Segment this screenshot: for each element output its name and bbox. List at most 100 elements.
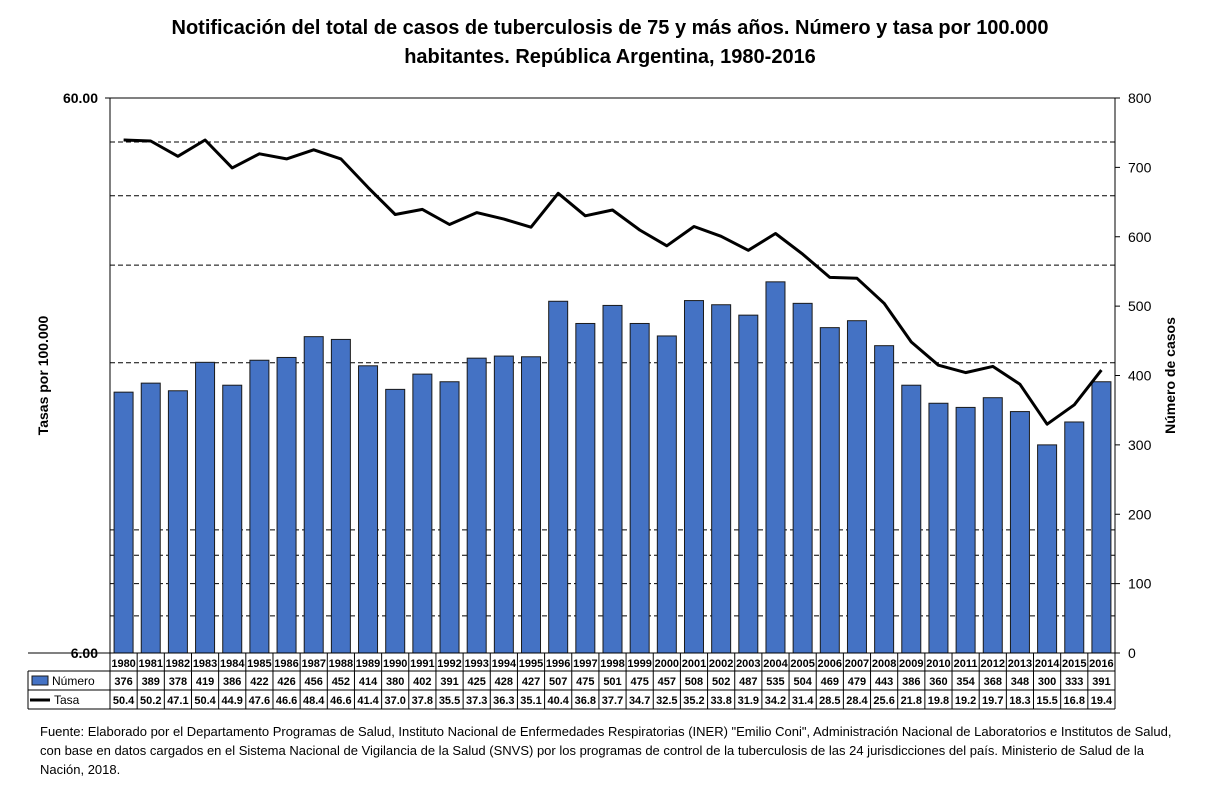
x-tick-label: 1980 [111, 658, 135, 670]
tasa-data-label: 19.4 [1091, 695, 1113, 707]
numero-data-label: 391 [1092, 676, 1110, 688]
numero-data-label: 426 [277, 676, 295, 688]
tasa-data-label: 31.4 [792, 695, 814, 707]
bar-1996 [548, 300, 569, 654]
x-tick-label: 2002 [709, 658, 733, 670]
y-right-tick-label: 800 [1128, 90, 1152, 106]
numero-data-label: 389 [142, 676, 160, 688]
bar-1994 [493, 355, 514, 654]
bar-2010 [928, 402, 949, 654]
x-tick-label: 1989 [356, 658, 380, 670]
y-right-tick-label: 100 [1128, 576, 1152, 592]
x-tick-label: 2013 [1008, 658, 1032, 670]
x-tick-label: 2005 [790, 658, 814, 670]
numero-data-label: 535 [766, 676, 784, 688]
tasa-data-label: 15.5 [1036, 695, 1057, 707]
numero-data-label: 376 [114, 676, 132, 688]
x-tick-label: 2016 [1089, 658, 1113, 670]
tasa-data-label: 34.2 [765, 695, 786, 707]
x-tick-label: 2004 [763, 658, 788, 670]
tasa-data-label: 44.9 [222, 695, 243, 707]
x-tick-label: 2009 [899, 658, 923, 670]
tasa-data-label: 28.4 [846, 695, 868, 707]
tasa-data-label: 47.6 [249, 695, 270, 707]
legend-key-numero [31, 675, 49, 686]
tasa-data-label: 50.2 [140, 695, 161, 707]
x-tick-label: 2014 [1035, 658, 1060, 670]
numero-data-label: 378 [169, 676, 187, 688]
numero-data-label: 507 [549, 676, 567, 688]
x-tick-label: 2012 [981, 658, 1005, 670]
tasa-data-label: 25.6 [873, 695, 894, 707]
x-tick-label: 1985 [247, 658, 271, 670]
bar-1984 [222, 384, 243, 654]
x-tick-label: 2008 [872, 658, 896, 670]
numero-data-label: 422 [250, 676, 268, 688]
tasa-data-label: 37.3 [466, 695, 487, 707]
x-tick-label: 1990 [383, 658, 407, 670]
tasa-data-label: 35.5 [439, 695, 460, 707]
tasa-data-label: 37.8 [412, 695, 433, 707]
bar-1988 [330, 338, 351, 654]
numero-data-label: 386 [902, 676, 920, 688]
tasa-data-label: 32.5 [656, 695, 677, 707]
bar-1990 [385, 388, 406, 654]
legend-label-numero: Número [52, 674, 95, 688]
numero-data-label: 469 [821, 676, 839, 688]
numero-data-label: 360 [929, 676, 947, 688]
y-right-tick-label: 200 [1128, 506, 1152, 522]
bar-2006 [819, 327, 840, 654]
chart-title-line-2: habitantes. República Argentina, 1980-20… [404, 46, 816, 68]
numero-data-label: 300 [1038, 676, 1056, 688]
source-note: Fuente: Elaborado por el Departamento Pr… [40, 724, 1172, 777]
numero-data-label: 380 [386, 676, 404, 688]
x-tick-label: 1988 [329, 658, 353, 670]
x-tick-label: 2015 [1062, 658, 1086, 670]
numero-data-label: 475 [576, 676, 594, 688]
bar-1992 [439, 381, 460, 654]
tasa-data-label: 50.4 [113, 695, 135, 707]
numero-data-label: 419 [196, 676, 214, 688]
numero-data-label: 368 [984, 676, 1002, 688]
numero-data-label: 391 [440, 676, 458, 688]
bar-series-numero [113, 281, 1112, 654]
x-tick-label: 1996 [546, 658, 570, 670]
tasa-data-label: 19.8 [928, 695, 949, 707]
bar-1986 [276, 356, 297, 654]
bar-2015 [1064, 421, 1085, 654]
x-tick-label: 2000 [655, 658, 679, 670]
legend-label-tasa: Tasa [54, 693, 80, 707]
y-right-tick-label: 0 [1128, 645, 1136, 661]
tasa-data-label: 37.7 [602, 695, 623, 707]
numero-data-label: 414 [359, 676, 378, 688]
bar-1983 [195, 361, 216, 654]
numero-data-label: 428 [495, 676, 513, 688]
chart-title: Notificación del total de casos de tuber… [110, 14, 1110, 72]
numero-data-label: 443 [875, 676, 893, 688]
y-right-tick-label: 600 [1128, 229, 1152, 245]
numero-data-label: 386 [223, 676, 241, 688]
y-right-axis-label: Número de casos [1162, 317, 1178, 434]
bar-2009 [901, 384, 922, 654]
bar-1999 [629, 322, 650, 654]
x-tick-label: 1981 [139, 658, 163, 670]
x-tick-label: 2003 [736, 658, 760, 670]
tasa-data-label: 35.2 [683, 695, 704, 707]
numero-data-label: 479 [848, 676, 866, 688]
x-tick-label: 2010 [926, 658, 950, 670]
tasa-data-label: 33.8 [710, 695, 731, 707]
bar-2003 [738, 314, 759, 654]
numero-data-label: 452 [332, 676, 350, 688]
bar-2013 [1009, 411, 1030, 654]
bar-2014 [1037, 444, 1058, 654]
bar-1980 [113, 391, 134, 654]
numero-data-label: 504 [793, 676, 812, 688]
x-tick-label: 1987 [301, 658, 325, 670]
tasa-data-label: 40.4 [547, 695, 569, 707]
x-tick-label: 2007 [845, 658, 869, 670]
tasa-data-label: 19.2 [955, 695, 976, 707]
y-right-tick-label: 500 [1128, 298, 1152, 314]
tasa-data-label: 28.5 [819, 695, 840, 707]
numero-data-label: 354 [956, 676, 975, 688]
gridlines [110, 97, 1115, 617]
